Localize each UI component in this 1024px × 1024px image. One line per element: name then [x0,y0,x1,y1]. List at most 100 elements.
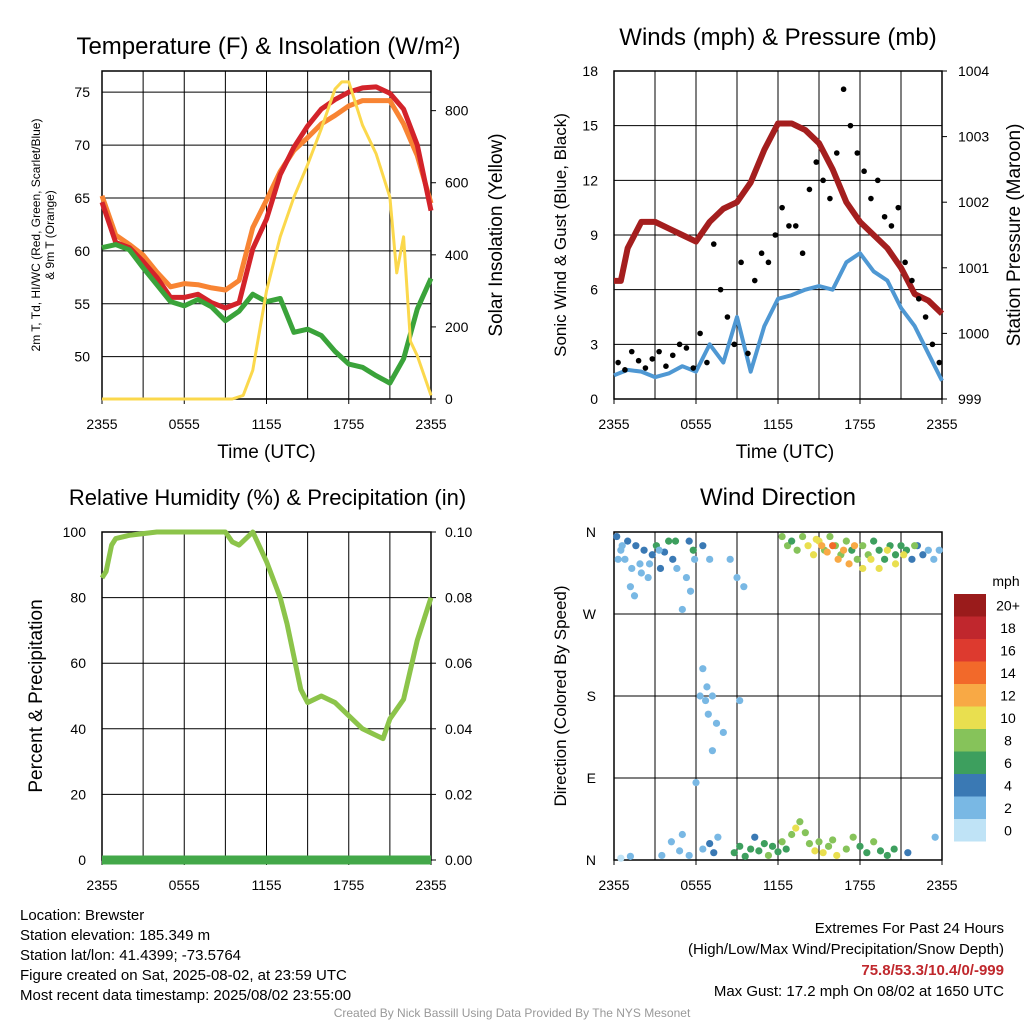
wind-gust-point [922,314,929,320]
dir-point [691,555,699,563]
dir-point [799,532,807,541]
dir-ytick-label: W [583,606,597,622]
dir-point [624,537,632,545]
dir-point [829,836,837,844]
dir-point [856,842,864,850]
extremes-box: Extremes For Past 24 Hours (High/Low/Max… [688,918,1004,1002]
dir-point [655,546,663,554]
dir-point [708,692,717,700]
temp-y2tick-label: 0 [445,391,453,407]
wind-y2tick-label: 1000 [958,325,989,341]
temp-xtick-label: 2355 [415,416,446,432]
dir-point [833,851,841,860]
wind-gust-point [622,367,628,373]
credit-line: Created By Nick Bassill Using Data Provi… [333,1006,691,1020]
rh-y2tick-label: 0.08 [445,590,472,606]
dir-point [658,851,666,860]
dir-point [883,546,891,554]
wind-series-pressure [614,120,945,316]
dir-point [805,840,814,848]
wind-gust-point [861,168,867,175]
wind-y2tick-label: 1002 [958,194,989,210]
wind-gust-point [751,277,758,284]
wind-xtick-label: 1755 [844,416,875,432]
extremes-subtitle: (High/Low/Max Wind/Precipitation/Snow De… [688,941,1004,958]
wind-gust-point [827,195,833,202]
rh-ytick-label: 0 [78,852,86,868]
dir-point [667,838,676,846]
wind-gust-point [840,86,847,93]
wind-gust-point [642,365,649,371]
dir-point [751,833,759,841]
dir-point [853,555,861,563]
dir-point [792,824,800,832]
rh-xtick-label: 2355 [86,877,117,893]
wind-y2tick-label: 1004 [958,63,989,79]
dir-point [686,587,695,595]
max-gust: Max Gust: 17.2 mph On 08/02 at 1650 UTC [713,983,1004,1000]
wind-series-wind [613,251,944,382]
wind-y2axis-label: Station Pressure (Maroon) [1004,124,1024,347]
wind-gust-point [697,330,703,337]
legend-swatch [954,796,986,819]
dir-point [845,560,853,568]
dir-point [919,551,927,559]
wind-gust-point [874,177,881,184]
dir-point [706,555,714,563]
dir-point [660,548,669,556]
wind-xtick-label: 1155 [763,416,793,432]
wind-xtick-label: 2355 [598,416,629,432]
dir-point [849,833,857,841]
wind-gust-point [847,122,854,129]
legend-label: 16 [1000,642,1016,658]
wind-ytick-label: 15 [582,118,598,134]
wind-ytick-label: 12 [582,172,598,188]
wind-chart: 2355 0555 1155 1755 235503691215189991000100… [551,24,1024,463]
wind-gust-point [724,314,731,320]
dir-point [628,564,636,573]
legend-swatch [954,729,986,752]
station-latlon: Station lat/lon: 41.4399; -73.5764 [20,947,242,964]
rh-y2tick-label: 0.04 [445,721,472,737]
dir-point [736,842,744,850]
wind-gust-point [820,177,826,184]
dir-point [656,564,665,573]
dir-point [764,851,773,860]
dir-point [699,542,707,550]
dir-point [897,542,905,550]
rh-ytick-label: 60 [70,655,86,671]
dir-point [699,845,707,853]
temp-series-t9m [99,98,434,293]
dir-xtick-label: 2355 [598,877,629,893]
dir-point [640,546,648,554]
rh-xtick-label: 0555 [169,877,200,893]
wind-gust-point [710,241,717,247]
wind-gust-point [669,352,676,359]
dir-point [778,532,786,541]
dir-point [733,573,741,582]
wind-xaxis-label: Time (UTC) [736,442,835,463]
wind-gust-point [772,232,779,238]
temp-series-t2m [99,84,434,311]
dir-point [740,583,748,591]
rh-y2tick-label: 0.06 [445,655,472,671]
dir-point [859,542,867,550]
dir-point [755,847,763,855]
dir-point [900,551,908,559]
wind-chart-title: Winds (mph) & Pressure (mb) [619,24,936,51]
dir-ytick-label: E [587,770,596,786]
wind-gust-point [786,223,792,229]
dir-point [626,852,635,860]
dir-ytick-label: N [586,524,596,540]
temp-xtick-label: 1755 [333,416,364,432]
dir-point [682,573,691,582]
wind-gust-point [779,204,785,211]
rh-ytick-label: 100 [63,524,87,540]
wind-xtick-label: 0555 [680,416,711,432]
rh-chart: 2355 0555 1155 1755 23550204060801000.000.02… [26,485,472,893]
wind-ytick-label: 3 [590,336,598,352]
dir-point [708,747,717,755]
rh-xtick-label: 1155 [251,877,281,893]
wind-gust-point [915,295,922,302]
